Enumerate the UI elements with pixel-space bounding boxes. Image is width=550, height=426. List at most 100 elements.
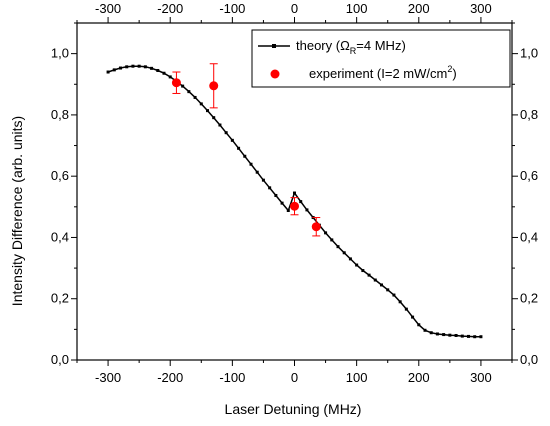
theory-point	[261, 178, 265, 182]
theory-point	[150, 66, 154, 70]
theory-point	[473, 335, 477, 339]
legend: theory (ΩR=4 MHz) experiment (I=2 mW/cm2…	[251, 29, 511, 88]
theory-point	[268, 186, 272, 190]
theory-point	[386, 288, 390, 292]
theory-point	[162, 71, 166, 75]
y-axis-title: Intensity Difference (arb. units)	[9, 116, 25, 306]
theory-point	[467, 334, 470, 338]
x-tick-label-bottom: 200	[408, 370, 430, 385]
tick-marks	[71, 17, 518, 366]
theory-point	[392, 293, 396, 297]
theory-point	[243, 154, 247, 158]
theory-point	[131, 64, 135, 68]
theory-point	[361, 269, 365, 273]
theory-point	[156, 68, 160, 72]
x-tick-label-bottom: 0	[291, 370, 298, 385]
y-tick-label-left: 0,2	[51, 291, 69, 306]
theory-point	[230, 138, 234, 142]
y-tick-label-right: 0,4	[520, 229, 538, 244]
legend-experiment-label-part: experiment (I=2 mW/cm	[309, 66, 447, 81]
legend-omega-symbol: Ω	[340, 38, 350, 53]
theory-point	[212, 116, 216, 120]
x-tick-label-bottom: -100	[219, 370, 245, 385]
theory-point	[330, 238, 334, 242]
theory-point	[479, 335, 483, 339]
x-tick-label-top: -100	[219, 1, 245, 16]
legend-theory-label-part: theory (	[296, 38, 341, 53]
experiment-point	[171, 78, 181, 88]
theory-point	[106, 70, 110, 74]
theory-point	[442, 333, 446, 337]
theory-point	[380, 283, 383, 287]
series-layer	[106, 63, 483, 339]
x-tick-label-top: 200	[408, 1, 430, 16]
theory-point	[280, 201, 284, 205]
theory-point	[423, 328, 427, 332]
theory-point	[224, 131, 228, 135]
y-tick-label-left: 1,0	[51, 46, 69, 61]
theory-point	[367, 273, 371, 277]
theory-point	[435, 332, 439, 336]
legend-theory-marker	[272, 44, 276, 48]
theory-point	[460, 334, 464, 338]
legend-omega-subscript: R	[350, 46, 357, 56]
experiment-point	[209, 81, 219, 91]
theory-point	[342, 251, 346, 255]
y-tick-label-right: 0,2	[520, 291, 538, 306]
theory-point	[193, 95, 197, 99]
theory-point	[112, 68, 116, 72]
theory-point	[398, 300, 402, 304]
theory-point	[417, 323, 421, 327]
theory-point	[355, 263, 359, 267]
theory-point	[336, 245, 340, 249]
legend-box	[251, 29, 511, 88]
y-tick-label-right: 1,0	[520, 46, 538, 61]
theory-point	[305, 208, 309, 212]
x-tick-label-top: 0	[291, 1, 298, 16]
theory-point	[454, 333, 458, 337]
x-tick-label-top: -200	[157, 1, 183, 16]
y-tick-label-left: 0,8	[51, 107, 69, 122]
theory-point	[411, 315, 415, 319]
theory-point	[181, 84, 185, 88]
theory-point	[348, 257, 352, 261]
y-tick-label-left: 0,6	[51, 168, 69, 183]
legend-entry-experiment: experiment (I=2 mW/cm2)	[270, 64, 457, 81]
theory-point	[274, 193, 278, 197]
theory-point	[299, 200, 303, 204]
x-tick-label-bottom: -200	[157, 370, 183, 385]
theory-point	[168, 75, 172, 79]
legend-superscript: 2	[447, 64, 452, 74]
x-tick-label-bottom: -300	[95, 370, 121, 385]
x-tick-label-top: -300	[95, 1, 121, 16]
theory-point	[324, 231, 328, 235]
theory-point	[293, 191, 296, 195]
legend-experiment-marker	[270, 69, 280, 79]
theory-point	[249, 162, 253, 166]
y-tick-label-right: 0,6	[520, 168, 538, 183]
theory-point	[125, 65, 129, 69]
theory-point	[206, 109, 209, 113]
theory-point	[448, 333, 452, 337]
theory-point	[255, 170, 259, 174]
theory-point	[187, 90, 191, 94]
legend-experiment-label-part: )	[452, 66, 456, 81]
x-tick-label-bottom: 100	[346, 370, 368, 385]
y-tick-label-right: 0,0	[520, 352, 538, 367]
theory-point	[218, 123, 222, 127]
x-axis-title: Laser Detuning (MHz)	[225, 401, 362, 417]
theory-point	[199, 102, 203, 106]
theory-point	[404, 307, 408, 311]
x-tick-label-top: 100	[346, 1, 368, 16]
legend-experiment-label: experiment (I=2 mW/cm2)	[309, 64, 457, 81]
x-tick-label-bottom: 300	[470, 370, 492, 385]
theory-point	[286, 208, 290, 212]
y-tick-label-right: 0,8	[520, 107, 538, 122]
y-tick-label-left: 0,4	[51, 229, 69, 244]
tick-labels: -300 -300 -200 -200 -100 -100 0 0 100 100 200 200 30…	[51, 1, 538, 385]
experiment-point	[290, 201, 299, 211]
y-tick-label-left: 0,0	[51, 352, 69, 367]
legend-entry-theory: theory (ΩR=4 MHz)	[258, 38, 406, 56]
legend-theory-label-part: =4 MHz)	[356, 38, 405, 53]
theory-point	[119, 66, 122, 70]
